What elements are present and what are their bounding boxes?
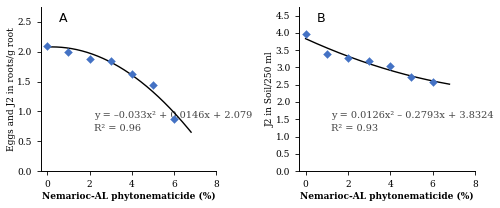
Point bbox=[106, 60, 114, 63]
Y-axis label: Eggs and J2 in roots/g root: Eggs and J2 in roots/g root bbox=[7, 27, 16, 151]
Point bbox=[302, 32, 310, 36]
Point bbox=[170, 118, 178, 121]
Point bbox=[408, 76, 416, 79]
Text: A: A bbox=[58, 12, 67, 25]
Point bbox=[386, 65, 394, 68]
Point bbox=[64, 50, 72, 53]
Point bbox=[428, 81, 436, 84]
Point bbox=[43, 44, 51, 47]
Text: y = 0.0126x² – 0.2793x + 3.8324
R² = 0.93: y = 0.0126x² – 0.2793x + 3.8324 R² = 0.9… bbox=[331, 111, 494, 133]
Point bbox=[86, 58, 94, 61]
Point bbox=[149, 83, 157, 86]
Point bbox=[128, 73, 136, 76]
X-axis label: Nemarioc-AL phytonematicide (%): Nemarioc-AL phytonematicide (%) bbox=[42, 192, 216, 201]
Text: B: B bbox=[317, 12, 326, 25]
Point bbox=[322, 53, 330, 56]
Point bbox=[365, 59, 373, 63]
Text: y = –0.033x² + 0.0146x + 2.079
R² = 0.96: y = –0.033x² + 0.0146x + 2.079 R² = 0.96 bbox=[94, 111, 252, 133]
X-axis label: Nemarioc-AL phytonematicide (%): Nemarioc-AL phytonematicide (%) bbox=[300, 192, 474, 201]
Y-axis label: J2 in Soil/250 ml: J2 in Soil/250 ml bbox=[266, 51, 274, 127]
Point bbox=[344, 56, 352, 59]
